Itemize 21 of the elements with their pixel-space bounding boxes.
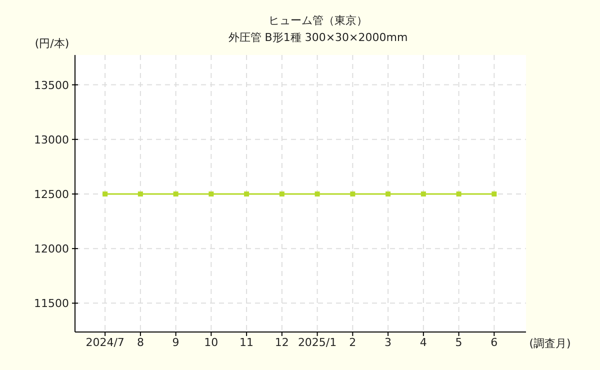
x-tick-label: 2025/1 — [298, 336, 337, 349]
x-tick-label: 4 — [420, 336, 427, 349]
x-axis-title: (調査月) — [529, 337, 571, 350]
x-tick-label: 10 — [204, 336, 218, 349]
chart-subtitle: 外圧管 B形1種 300×30×2000mm — [228, 31, 408, 44]
chart-title: ヒューム管（東京） — [268, 14, 368, 27]
y-tick-label: 13000 — [34, 133, 69, 146]
x-tick-label: 6 — [490, 336, 498, 349]
x-tick-label: 9 — [172, 336, 180, 349]
x-tick-label: 12 — [274, 336, 289, 349]
y-tick-label: 13500 — [34, 78, 69, 92]
x-tick-label: 11 — [240, 336, 254, 349]
x-tick-label: 3 — [384, 336, 392, 349]
y-axis-title: (円/本) — [34, 37, 70, 50]
x-tick-label: 5 — [455, 336, 462, 349]
x-tick-label: 2024/7 — [86, 336, 124, 349]
x-tick-label: 8 — [136, 336, 144, 349]
x-tick-label: 2 — [349, 336, 356, 349]
y-tick-label: 12500 — [34, 188, 69, 201]
y-tick-label: 12000 — [34, 242, 69, 256]
y-tick-label: 11500 — [34, 297, 69, 310]
